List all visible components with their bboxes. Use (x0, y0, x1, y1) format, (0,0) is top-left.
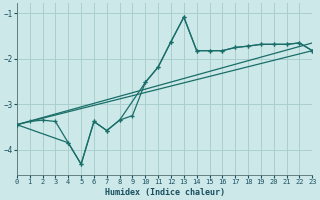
X-axis label: Humidex (Indice chaleur): Humidex (Indice chaleur) (105, 188, 225, 197)
